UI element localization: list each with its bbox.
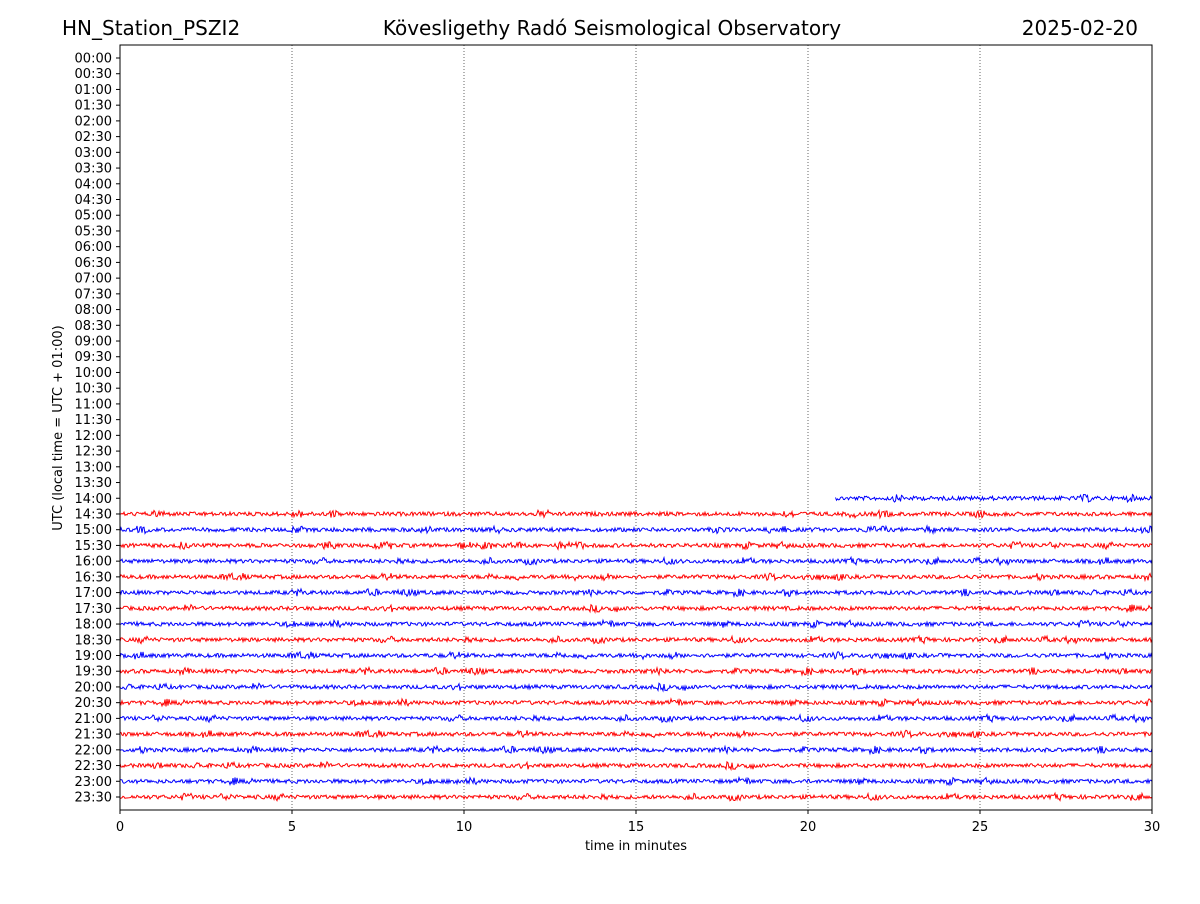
- y-tick-label: 13:30: [75, 476, 112, 491]
- y-tick-label: 15:00: [75, 523, 112, 538]
- y-tick-label: 19:00: [75, 649, 112, 664]
- y-tick-label: 04:30: [75, 193, 112, 208]
- y-tick-label: 12:00: [75, 429, 112, 444]
- y-tick-label: 16:00: [75, 555, 112, 570]
- trace-1800: [119, 618, 1153, 630]
- x-tick-label: 30: [1144, 820, 1161, 835]
- trace-1630: [119, 572, 1153, 583]
- y-tick-label: 15:30: [75, 539, 112, 554]
- trace-2030: [119, 697, 1153, 708]
- y-tick-label: 00:00: [75, 52, 112, 67]
- trace-1730: [119, 603, 1153, 615]
- y-tick-label: 00:30: [75, 67, 112, 82]
- y-tick-label: 12:30: [75, 445, 112, 460]
- y-tick-label: 07:00: [75, 272, 112, 287]
- y-tick-label: 17:00: [75, 586, 112, 601]
- y-tick-label: 03:30: [75, 162, 112, 177]
- y-tick-label: 09:30: [75, 350, 112, 365]
- trace-1500: [119, 524, 1153, 536]
- x-axis-label: time in minutes: [585, 839, 687, 854]
- y-tick-label: 18:30: [75, 633, 112, 648]
- y-tick-label: 09:00: [75, 335, 112, 350]
- y-tick-label: 01:00: [75, 83, 112, 98]
- y-tick-label: 23:30: [75, 791, 112, 806]
- trace-1400: [835, 493, 1152, 504]
- y-tick-label: 20:00: [75, 680, 112, 695]
- y-tick-label: 06:00: [75, 240, 112, 255]
- trace-1430: [119, 508, 1153, 520]
- trace-1930: [119, 665, 1153, 677]
- date-title: 2025-02-20: [1022, 16, 1138, 40]
- y-tick-label: 11:30: [75, 413, 112, 428]
- y-tick-label: 10:30: [75, 382, 112, 397]
- x-tick-label: 10: [456, 820, 473, 835]
- y-tick-label: 14:00: [75, 492, 112, 507]
- y-tick-label: 10:00: [75, 366, 112, 381]
- y-tick-label: 11:00: [75, 397, 112, 412]
- trace-2200: [119, 744, 1153, 756]
- y-tick-label: 16:30: [75, 570, 112, 585]
- y-tick-label: 13:00: [75, 460, 112, 475]
- y-tick-label: 19:30: [75, 665, 112, 680]
- trace-2000: [119, 682, 1153, 693]
- y-tick-label: 04:00: [75, 177, 112, 192]
- trace-1900: [119, 650, 1153, 661]
- x-tick-label: 0: [116, 820, 124, 835]
- y-tick-label: 05:00: [75, 209, 112, 224]
- y-tick-label: 21:00: [75, 712, 112, 727]
- y-tick-label: 14:30: [75, 507, 112, 522]
- y-tick-label: 01:30: [75, 99, 112, 114]
- y-tick-label: 06:30: [75, 256, 112, 271]
- trace-2230: [119, 760, 1153, 772]
- y-tick-label: 23:00: [75, 775, 112, 790]
- y-tick-label: 03:00: [75, 146, 112, 161]
- y-tick-label: 22:30: [75, 759, 112, 774]
- trace-2130: [119, 729, 1153, 740]
- y-tick-label: 22:00: [75, 743, 112, 758]
- trace-2330: [120, 791, 1153, 802]
- y-tick-label: 17:30: [75, 602, 112, 617]
- y-tick-label: 21:30: [75, 728, 112, 743]
- y-tick-label: 08:00: [75, 303, 112, 318]
- chart-title: Kövesligethy Radó Seismological Observat…: [383, 16, 841, 40]
- trace-1600: [119, 555, 1153, 567]
- y-tick-label: 07:30: [75, 287, 112, 302]
- y-tick-label: 05:30: [75, 224, 112, 239]
- y-axis-label: UTC (local time = UTC + 01:00): [51, 325, 66, 530]
- y-tick-label: 20:30: [75, 696, 112, 711]
- x-tick-label: 25: [972, 820, 989, 835]
- trace-1700: [119, 587, 1153, 599]
- y-tick-label: 02:00: [75, 114, 112, 129]
- y-tick-label: 02:30: [75, 130, 112, 145]
- y-tick-label: 18:00: [75, 618, 112, 633]
- x-tick-label: 20: [800, 820, 817, 835]
- trace-1530: [119, 540, 1153, 551]
- station-title: HN_Station_PSZI2: [62, 16, 240, 40]
- x-tick-label: 5: [288, 820, 296, 835]
- trace-2100: [119, 713, 1153, 724]
- x-tick-label: 15: [628, 820, 645, 835]
- trace-1830: [119, 634, 1153, 645]
- trace-2300: [119, 775, 1153, 787]
- y-tick-label: 08:30: [75, 319, 112, 334]
